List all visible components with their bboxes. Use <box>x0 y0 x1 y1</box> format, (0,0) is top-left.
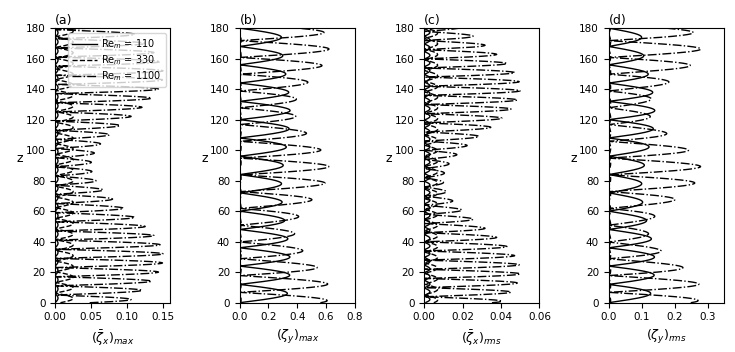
Y-axis label: z: z <box>17 152 24 165</box>
Text: (d): (d) <box>609 14 626 27</box>
Y-axis label: z: z <box>386 152 392 165</box>
Legend: Re$_m$ = 110, Re$_m$ = 330, Re$_m$ = 1100: Re$_m$ = 110, Re$_m$ = 330, Re$_m$ = 110… <box>68 33 165 87</box>
X-axis label: $(\bar{\zeta}_x)_{rms}$: $(\bar{\zeta}_x)_{rms}$ <box>462 328 502 347</box>
X-axis label: $(\zeta_y)_{rms}$: $(\zeta_y)_{rms}$ <box>646 328 686 346</box>
Text: (b): (b) <box>240 14 257 27</box>
Y-axis label: z: z <box>201 152 208 165</box>
Text: (c): (c) <box>424 14 441 27</box>
X-axis label: $(\zeta_y)_{max}$: $(\zeta_y)_{max}$ <box>276 328 319 346</box>
X-axis label: $(\bar{\zeta}_x)_{max}$: $(\bar{\zeta}_x)_{max}$ <box>91 328 135 347</box>
Text: (a): (a) <box>55 14 73 27</box>
Y-axis label: z: z <box>570 152 577 165</box>
